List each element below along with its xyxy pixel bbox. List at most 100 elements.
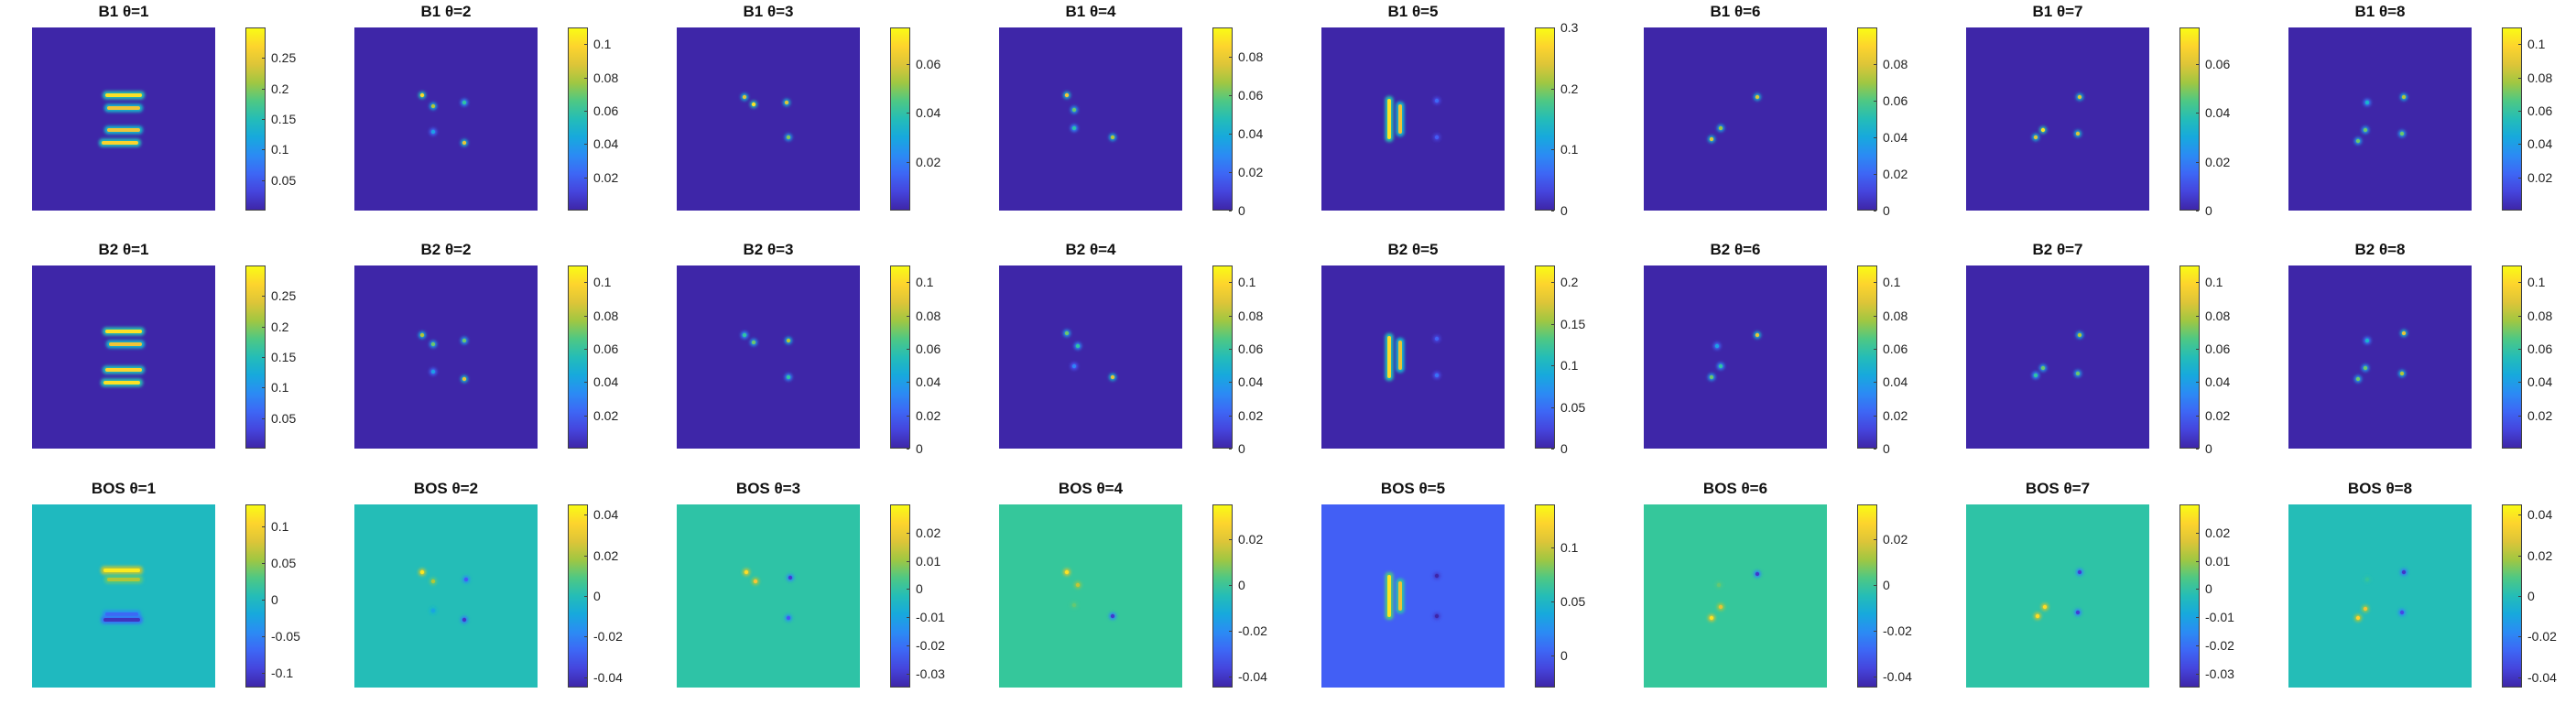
colorbar-tick-mark [584, 282, 587, 283]
heatmap-band [107, 578, 140, 581]
heatmap-peak [2040, 365, 2046, 371]
colorbar-tick-label: -0.01 [2205, 610, 2234, 624]
colorbar-tick-label: 0.04 [1238, 374, 1264, 389]
colorbar-tick-label: 0.06 [2527, 341, 2553, 356]
colorbar-tick-label: 0.02 [916, 525, 941, 540]
colorbar-tick-label: 0.08 [1238, 49, 1264, 64]
colorbar-tick-mark [2518, 416, 2521, 417]
heatmap-peak [1110, 613, 1115, 619]
colorbar-tick-mark [584, 416, 587, 417]
heatmap-peak [1716, 582, 1722, 588]
colorbar-tick-label: 0.15 [1560, 317, 1586, 331]
colorbar-tick-mark [1874, 585, 1876, 586]
colorbar-tick-mark [1229, 449, 1232, 450]
colorbar-tick-mark [2196, 113, 2199, 114]
colorbar-tick-mark [1551, 282, 1554, 283]
colorbar-tick-mark [1551, 601, 1554, 602]
colorbar-tick-mark [1229, 631, 1232, 632]
colorbar-tick-mark [907, 589, 909, 590]
colorbar-tick-mark [262, 418, 265, 419]
colorbar [1535, 265, 1555, 449]
colorbar-tick-label: 0.08 [593, 309, 619, 323]
heatmap-band [107, 106, 140, 110]
colorbar [2502, 504, 2522, 688]
colorbar-tick-mark [907, 64, 909, 65]
panel-title: B2 θ=7 [2032, 241, 2083, 258]
colorbar-tick-label: 0.08 [1883, 309, 1908, 323]
heatmap-peak [1064, 569, 1070, 575]
panel-title: BOS θ=6 [1702, 480, 1768, 497]
colorbar [1212, 265, 1233, 449]
colorbar-tick-label: 0 [2527, 589, 2535, 603]
colorbar-tick-label: 0.02 [2205, 155, 2231, 169]
colorbar-tick-label: -0.03 [2205, 666, 2234, 681]
colorbar-tick-label: 0.1 [271, 519, 289, 534]
heatmap-peak [1071, 363, 1077, 369]
colorbar-tick-mark [262, 58, 265, 59]
heatmap-peak [1434, 573, 1440, 579]
colorbar-tick-label: 0.15 [271, 350, 297, 364]
colorbar-tick-label: 0.08 [2527, 309, 2553, 323]
colorbar-tick-mark [907, 382, 909, 383]
heatmap-peak [1755, 571, 1760, 577]
heatmap-peak [1071, 107, 1077, 113]
colorbar-tick-mark [262, 357, 265, 358]
colorbar-tick-mark [1229, 585, 1232, 586]
heatmap-peak [1064, 330, 1070, 336]
colorbar-tick-mark [1229, 282, 1232, 283]
heatmap-band [1398, 341, 1402, 370]
colorbar-tick-label: 0.02 [2527, 408, 2553, 423]
colorbar [1535, 27, 1555, 211]
colorbar-tick-mark [1551, 149, 1554, 150]
colorbar-tick-mark [1229, 57, 1232, 58]
colorbar-tick-mark [262, 563, 265, 564]
colorbar-tick-mark [1874, 282, 1876, 283]
colorbar [1535, 504, 1555, 688]
colorbar [890, 265, 910, 449]
heatmap-peak [462, 338, 467, 343]
colorbar [245, 265, 266, 449]
colorbar-tick-mark [2196, 589, 2199, 590]
heatmap-image [999, 265, 1182, 449]
colorbar-tick-label: 0.1 [1560, 142, 1579, 157]
colorbar-tick-label: 0.02 [2527, 170, 2553, 185]
heatmap-peak [1434, 613, 1440, 619]
heatmap-peak [2364, 338, 2370, 343]
heatmap-image [1644, 265, 1827, 449]
colorbar-tick-label: 0.02 [1883, 532, 1908, 547]
colorbar-tick-mark [584, 636, 587, 637]
heatmap-peak [2399, 610, 2405, 615]
colorbar-tick-mark [1551, 407, 1554, 408]
heatmap-peak [742, 332, 747, 338]
colorbar-tick-mark [584, 316, 587, 317]
colorbar-tick-mark [907, 449, 909, 450]
heatmap-background [2288, 27, 2472, 211]
colorbar-tick-mark [262, 526, 265, 527]
colorbar-tick-mark [1874, 101, 1876, 102]
colorbar-tick-label: 0.08 [2205, 309, 2231, 323]
heatmap-peak [1075, 343, 1081, 349]
heatmap-image [999, 504, 1182, 688]
heatmap-band [103, 569, 140, 572]
heatmap-peak [2042, 604, 2048, 610]
colorbar-tick-label: 0 [1883, 578, 1890, 592]
colorbar [2179, 27, 2200, 211]
colorbar-tick-label: -0.02 [1883, 623, 1912, 638]
heatmap-background [354, 504, 538, 688]
heatmap-image [999, 27, 1182, 211]
colorbar-tick-mark [2196, 449, 2199, 450]
colorbar-tick-label: 0.02 [2205, 408, 2231, 423]
colorbar-tick-label: 0.02 [1238, 532, 1264, 547]
heatmap-peak [2077, 569, 2082, 575]
colorbar-tick-label: 0.02 [593, 408, 619, 423]
colorbar-tick-mark [2518, 596, 2521, 597]
colorbar-tick-label: -0.05 [271, 629, 300, 644]
colorbar-tick-mark [2196, 533, 2199, 534]
colorbar-tick-label: 0.08 [916, 309, 941, 323]
colorbar-tick-label: 0 [916, 581, 923, 596]
colorbar-tick-label: 0.01 [916, 554, 941, 569]
colorbar-tick-label: -0.02 [2527, 629, 2557, 644]
heatmap-peak [786, 374, 791, 380]
colorbar [245, 27, 266, 211]
colorbar-tick-mark [1229, 349, 1232, 350]
